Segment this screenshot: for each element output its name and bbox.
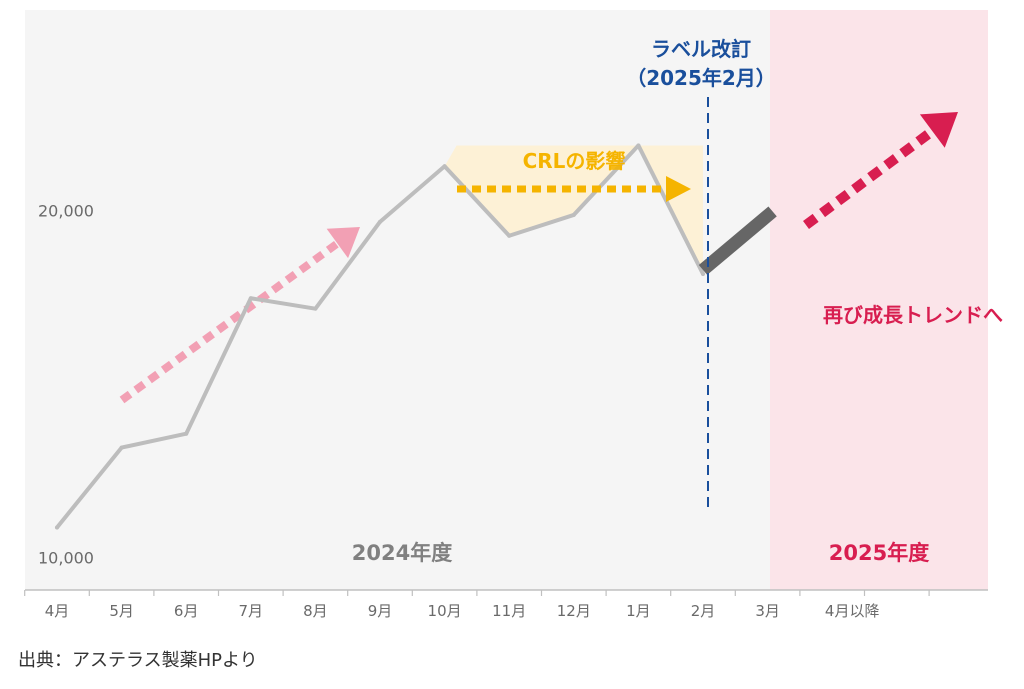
label-revision-title: ラベル改訂 xyxy=(651,37,751,61)
period-label-fy2024: 2024年度 xyxy=(352,541,452,565)
data-point-6月 xyxy=(184,431,189,436)
growth-arrow-fy2025 xyxy=(803,112,958,230)
label-revision-date: （2025年2月） xyxy=(626,66,776,90)
growth-arrow-fy2024 xyxy=(119,227,360,404)
data-point-11月 xyxy=(507,233,512,238)
x-label-4月以降: 4月以降 xyxy=(825,602,880,620)
regrowth-label: 再び成長トレンドへ xyxy=(823,303,1003,327)
x-ticks xyxy=(24,590,930,596)
y-tick-labels: 10,000 20,000 xyxy=(38,201,94,567)
x-label-2月: 2月 xyxy=(691,602,716,620)
growth-arrow-fy2024-shaft xyxy=(119,236,345,404)
growth-arrow-fy2025-shaft xyxy=(803,123,941,230)
growth-arrow-fy2025-head xyxy=(919,112,958,148)
data-point-7月 xyxy=(248,296,253,301)
x-tick-labels: 4月 5月 6月 7月 8月 9月 10月 11月 12月 1月 2月 3月 4月以降 xyxy=(45,602,880,620)
source-note: 出典：アステラス製薬HPより xyxy=(18,650,258,671)
crl-label: CRLの影響 xyxy=(523,149,626,173)
trend-arrows xyxy=(119,112,958,404)
period-labels: 2024年度 2025年度 xyxy=(352,541,929,565)
x-label-9月: 9月 xyxy=(368,602,393,620)
data-point-10月 xyxy=(442,164,447,169)
x-label-6月: 6月 xyxy=(174,602,199,620)
data-point-5月 xyxy=(119,445,124,450)
y-label-10000: 10,000 xyxy=(38,549,94,568)
x-label-12月: 12月 xyxy=(557,602,591,620)
fy2024-background xyxy=(25,10,770,590)
data-point-8月 xyxy=(313,306,318,311)
crl-annotation xyxy=(457,176,691,202)
data-point-1月 xyxy=(636,143,641,148)
x-label-1月: 1月 xyxy=(626,602,651,620)
period-label-fy2025: 2025年度 xyxy=(829,541,929,565)
data-point-9月 xyxy=(378,219,382,224)
fy2025-background xyxy=(770,10,988,590)
y-label-20000: 20,000 xyxy=(38,201,94,220)
crl-arrow-head xyxy=(666,176,691,202)
x-label-3月: 3月 xyxy=(755,602,780,620)
x-label-11月: 11月 xyxy=(492,602,526,620)
x-label-7月: 7月 xyxy=(239,602,264,620)
x-label-8月: 8月 xyxy=(303,602,328,620)
annotations: CRLの影響 ラベル改訂 （2025年2月） 再び成長トレンドへ xyxy=(457,37,1003,327)
x-label-4月: 4月 xyxy=(45,602,70,620)
projection-line xyxy=(698,206,777,275)
data-point-4月 xyxy=(55,525,59,530)
data-points xyxy=(55,143,705,530)
x-label-5月: 5月 xyxy=(109,602,134,620)
data-point-12月 xyxy=(571,212,576,217)
crl-impact-area xyxy=(444,145,703,274)
growth-arrow-fy2024-head xyxy=(326,227,360,259)
x-label-10月: 10月 xyxy=(428,602,462,620)
data-point-2月 xyxy=(701,271,705,276)
